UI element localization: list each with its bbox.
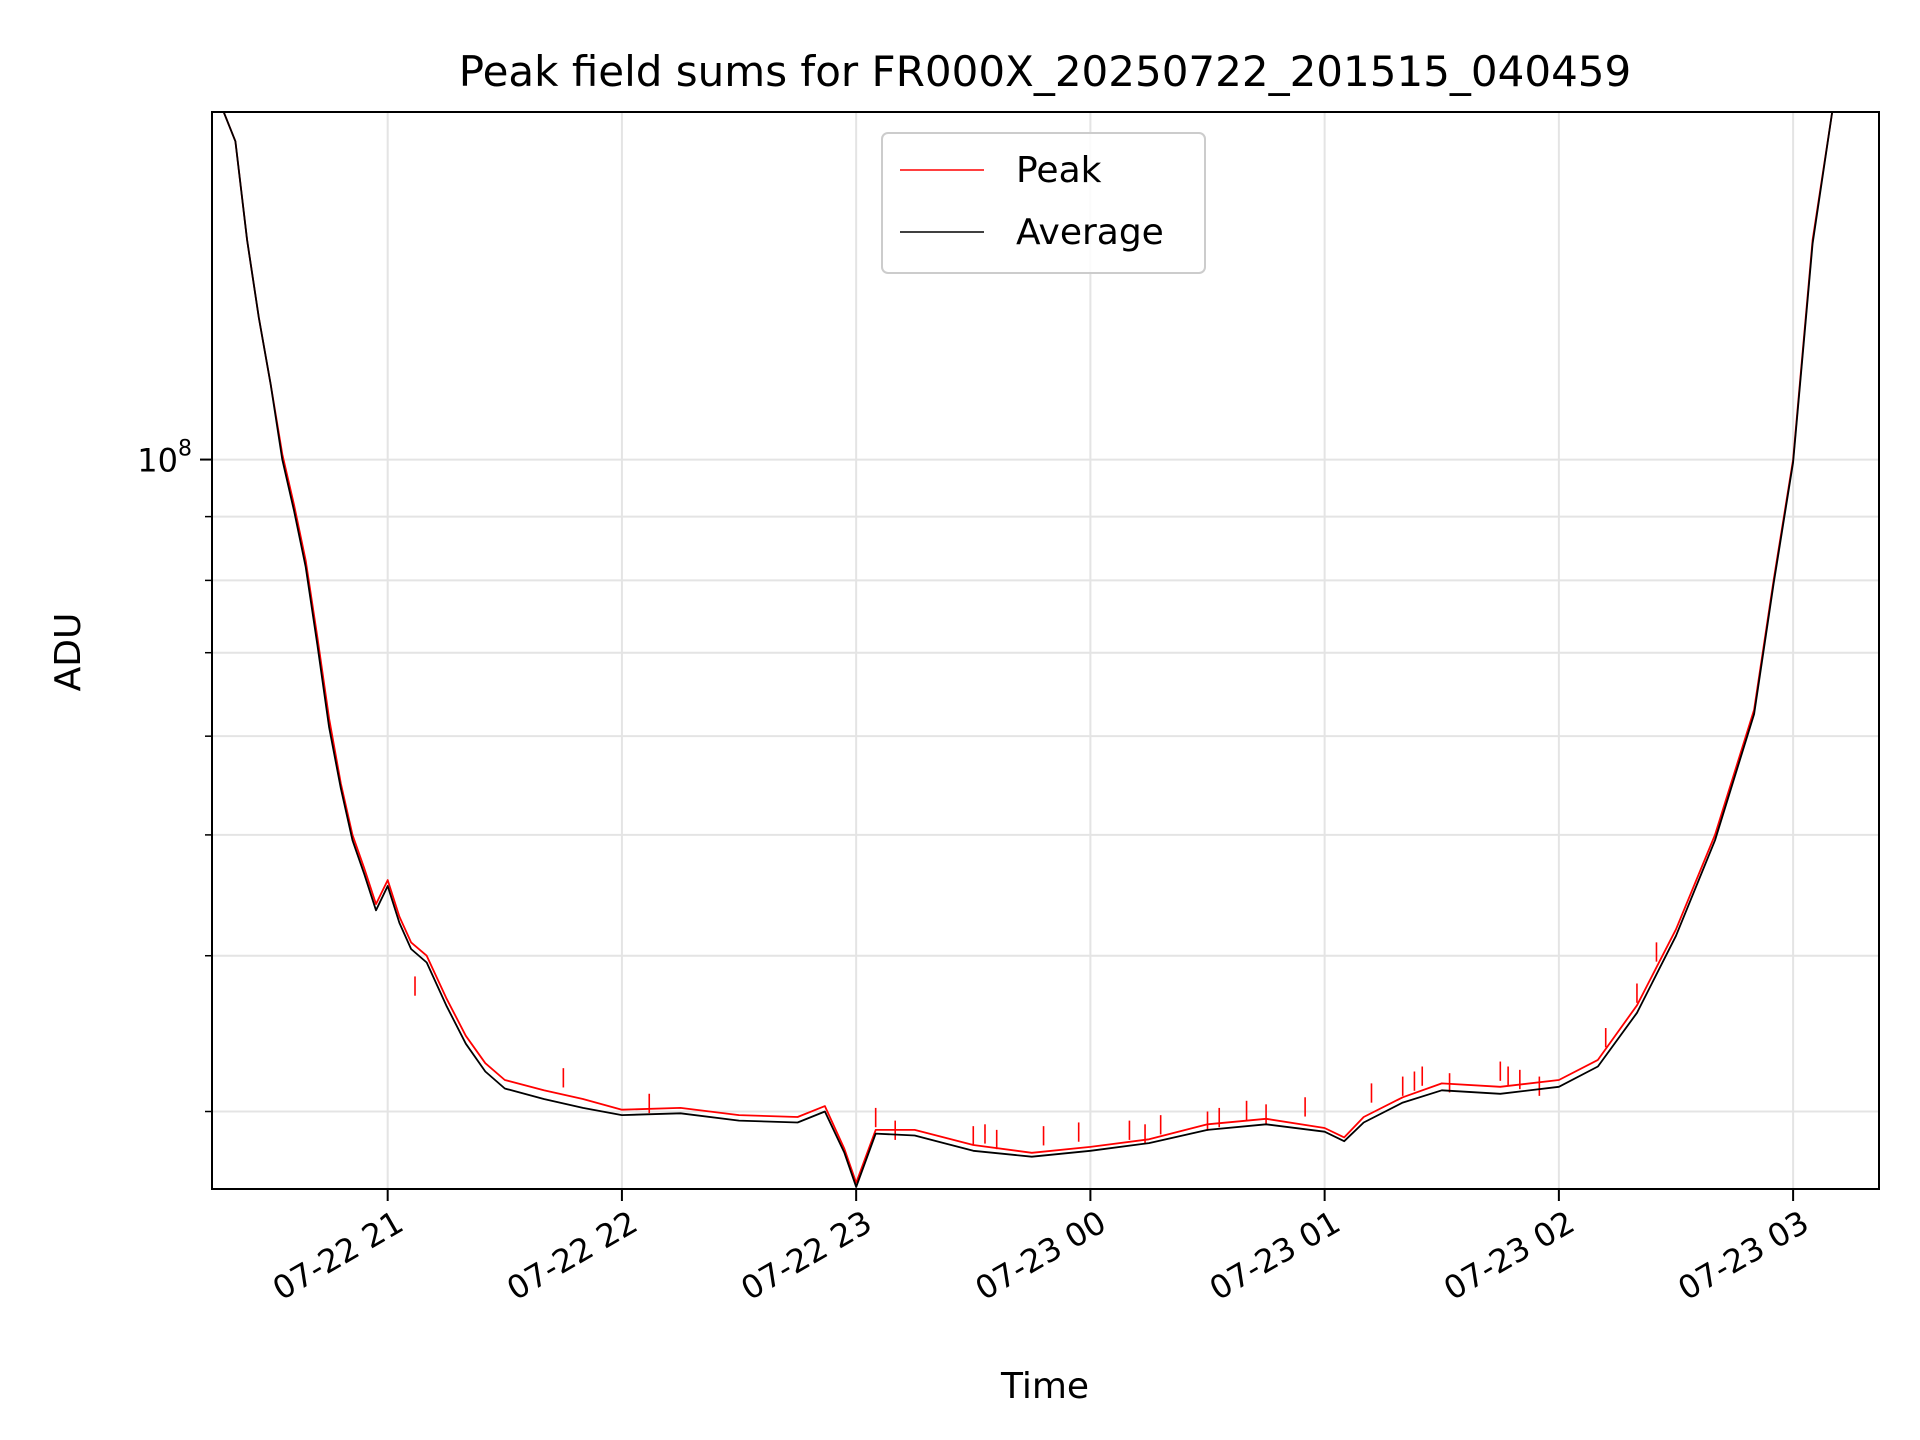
plot-area: [222, 112, 1834, 1188]
y-axis-label: ADU: [48, 613, 89, 692]
x-axis-label: Time: [1000, 1366, 1089, 1407]
series-peak-line: [222, 112, 1834, 1184]
plot-frame: [211, 111, 1880, 1190]
chart-title: Peak field sums for FR000X_20250722_2015…: [459, 47, 1632, 96]
legend-box: [881, 132, 1206, 274]
grid: [212, 112, 1879, 1189]
y-tick-label: 108: [137, 437, 192, 480]
legend-average-label: Average: [1016, 212, 1164, 253]
series-average-line: [222, 112, 1834, 1188]
legend-peak-label: Peak: [1016, 150, 1102, 191]
legend: Peak Average: [881, 132, 1206, 274]
series-layer: [222, 112, 1834, 1188]
